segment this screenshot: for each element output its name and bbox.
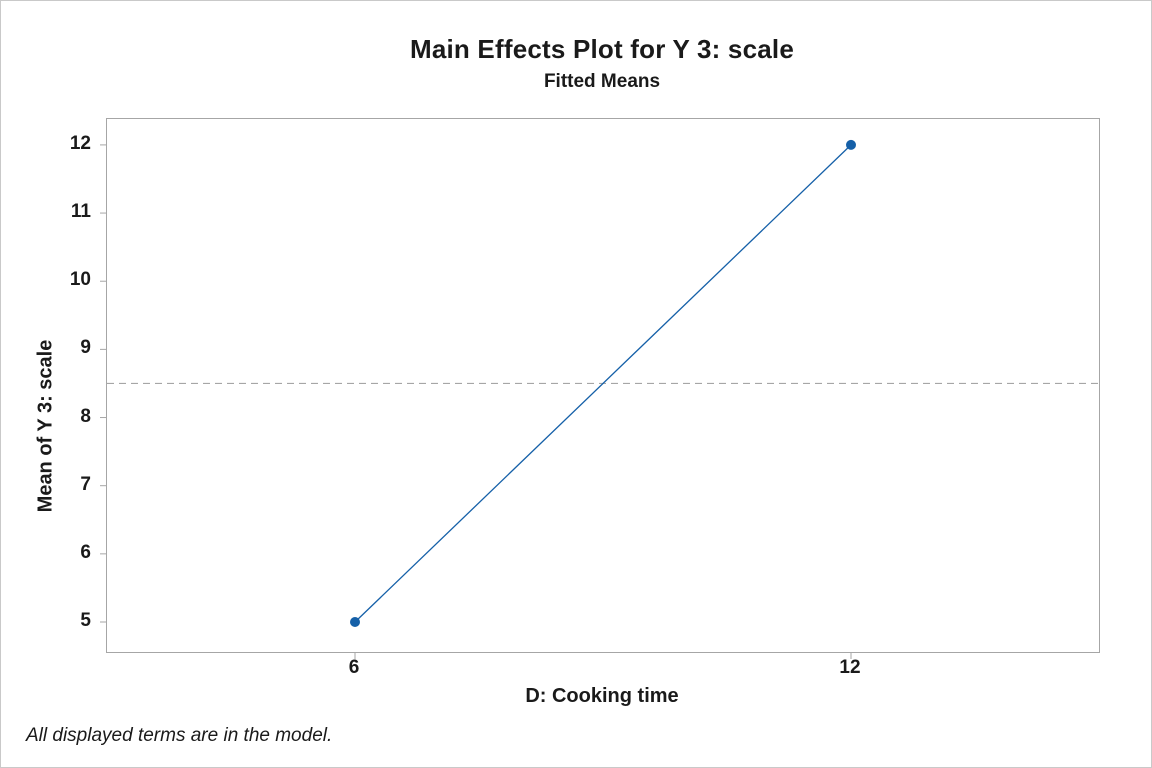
plot-area bbox=[100, 118, 1100, 659]
y-tick-label: 11 bbox=[70, 201, 91, 223]
y-tick-label: 12 bbox=[69, 132, 91, 154]
y-tick-label: 9 bbox=[80, 337, 91, 359]
y-tick-label: 7 bbox=[80, 473, 91, 495]
y-tick-label: 8 bbox=[80, 405, 91, 427]
data-point bbox=[350, 617, 360, 628]
y-tick-label: 5 bbox=[80, 610, 91, 631]
series-line bbox=[354, 144, 852, 623]
x-tick-label: 12 bbox=[839, 657, 861, 678]
x-axis-title: D: Cooking time bbox=[525, 685, 679, 707]
chart-title: Main Effects Plot for Y 3: scale bbox=[409, 34, 794, 64]
y-tick-label: 10 bbox=[69, 269, 91, 291]
x-tick-label: 6 bbox=[348, 657, 360, 678]
y-tick-label: 6 bbox=[80, 541, 91, 563]
data-point bbox=[846, 139, 856, 150]
chart-footnote: All displayed terms are in the model. bbox=[26, 725, 333, 746]
plot-canvas bbox=[100, 139, 1099, 659]
chart-subtitle: Fitted Means bbox=[543, 71, 661, 92]
